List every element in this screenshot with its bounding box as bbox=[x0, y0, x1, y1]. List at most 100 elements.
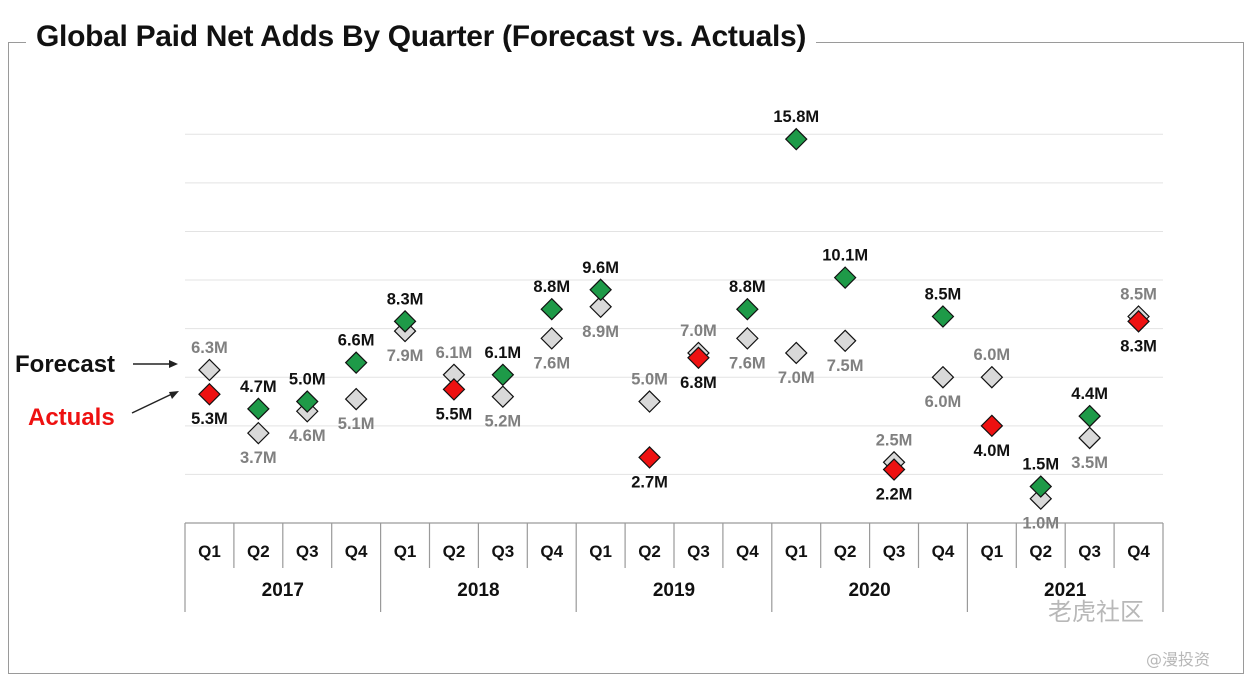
forecast-marker bbox=[491, 385, 515, 409]
quarter-tick-label: Q4 bbox=[540, 542, 563, 561]
actual-data-label: 4.7M bbox=[240, 378, 277, 396]
actual-data-label: 6.8M bbox=[680, 374, 717, 392]
quarter-tick-label: Q3 bbox=[687, 542, 710, 561]
actual-data-label: 2.2M bbox=[876, 486, 913, 504]
quarter-tick-label: Q2 bbox=[834, 542, 857, 561]
actual-marker bbox=[1127, 310, 1150, 333]
forecast-data-label: 7.6M bbox=[729, 354, 766, 372]
forecast-data-label: 6.1M bbox=[436, 344, 473, 362]
forecast-data-label: 7.5M bbox=[827, 357, 864, 375]
year-tick-label: 2020 bbox=[848, 580, 890, 601]
forecast-data-label: 7.6M bbox=[533, 354, 570, 372]
actual-data-label: 8.3M bbox=[387, 290, 424, 308]
quarter-tick-label: Q4 bbox=[736, 542, 759, 561]
quarter-tick-label: Q4 bbox=[345, 542, 368, 561]
legend-actuals-arrowhead bbox=[169, 391, 179, 399]
quarter-tick-label: Q1 bbox=[981, 542, 1004, 561]
year-tick-label: 2017 bbox=[262, 580, 304, 601]
actual-data-label: 2.7M bbox=[631, 473, 668, 491]
forecast-data-label: 7.0M bbox=[778, 369, 815, 387]
forecast-data-label: 3.7M bbox=[240, 449, 277, 467]
forecast-data-label: 6.0M bbox=[974, 346, 1011, 364]
actual-data-label: 5.5M bbox=[436, 405, 473, 423]
forecast-marker bbox=[540, 327, 564, 350]
actual-marker bbox=[1078, 404, 1101, 428]
actual-data-label: 6.6M bbox=[338, 332, 375, 350]
actual-marker bbox=[1029, 475, 1053, 498]
forecast-data-label: 3.5M bbox=[1071, 454, 1108, 472]
actual-data-label: 1.5M bbox=[1022, 456, 1059, 474]
forecast-marker bbox=[1078, 426, 1101, 450]
quarter-tick-label: Q1 bbox=[394, 542, 417, 561]
forecast-data-label: 6.3M bbox=[191, 339, 228, 357]
forecast-data-label: 5.2M bbox=[485, 413, 522, 431]
forecast-data-label: 1.0M bbox=[1022, 515, 1059, 533]
actual-marker bbox=[687, 346, 710, 370]
actual-marker bbox=[198, 382, 221, 406]
actual-data-label: 4.4M bbox=[1071, 385, 1108, 403]
chart-title: Global Paid Net Adds By Quarter (Forecas… bbox=[26, 20, 817, 54]
quarter-tick-label: Q4 bbox=[1127, 542, 1150, 561]
forecast-marker bbox=[638, 390, 661, 413]
actual-marker bbox=[833, 266, 857, 289]
quarter-tick-label: Q4 bbox=[932, 542, 955, 561]
forecast-data-label: 7.0M bbox=[680, 322, 717, 340]
actual-marker bbox=[393, 310, 417, 333]
year-tick-label: 2018 bbox=[457, 580, 499, 601]
actual-data-label: 6.1M bbox=[485, 344, 522, 362]
legend: Forecast Actuals bbox=[15, 351, 179, 431]
actual-data-label: 15.8M bbox=[773, 108, 819, 126]
legend-forecast-label: Forecast bbox=[15, 351, 115, 378]
forecast-marker bbox=[736, 327, 759, 350]
actual-marker bbox=[491, 363, 515, 387]
forecast-data-label: 8.9M bbox=[582, 323, 619, 341]
forecast-data-label: 4.6M bbox=[289, 427, 326, 445]
actual-data-label: 8.3M bbox=[1120, 337, 1157, 355]
legend-actuals-label: Actuals bbox=[28, 404, 115, 431]
actual-data-label: 8.8M bbox=[533, 278, 570, 296]
quarter-tick-label: Q3 bbox=[883, 542, 906, 561]
watermark-handle: @漫投资 bbox=[1146, 650, 1211, 669]
year-tick-label: 2019 bbox=[653, 580, 695, 601]
actual-marker bbox=[540, 297, 564, 321]
quarter-tick-label: Q3 bbox=[1078, 542, 1101, 561]
forecast-marker bbox=[980, 365, 1004, 389]
actual-marker bbox=[247, 397, 270, 421]
forecast-marker bbox=[833, 329, 857, 353]
forecast-marker bbox=[198, 358, 221, 382]
data-marks: 6.3M 5.3M 3.7M 4.7M 4.6M 5.0M 5.1M 6.6M 7.9M 8.3M… bbox=[191, 108, 1157, 533]
actual-marker bbox=[344, 351, 368, 375]
actual-marker bbox=[736, 297, 759, 321]
forecast-marker bbox=[344, 387, 368, 411]
actual-marker bbox=[882, 458, 906, 481]
actual-marker bbox=[980, 414, 1004, 438]
actual-marker bbox=[442, 378, 466, 401]
forecast-marker bbox=[931, 365, 955, 389]
quarter-tick-label: Q2 bbox=[247, 542, 270, 561]
quarter-tick-label: Q1 bbox=[589, 542, 612, 561]
actual-marker bbox=[931, 305, 955, 328]
actual-marker bbox=[784, 127, 808, 151]
actual-data-label: 8.5M bbox=[925, 286, 962, 304]
quarter-tick-label: Q3 bbox=[296, 542, 319, 561]
gridlines bbox=[185, 133, 1163, 475]
actual-marker bbox=[295, 390, 319, 413]
quarter-tick-label: Q2 bbox=[443, 542, 466, 561]
actual-data-label: 10.1M bbox=[822, 247, 868, 265]
watermark-brand: 老虎社区 bbox=[1048, 598, 1144, 626]
quarter-tick-label: Q1 bbox=[198, 542, 221, 561]
quarter-tick-label: Q2 bbox=[1029, 542, 1052, 561]
category-axis: Q1 Q2 Q3 Q4 Q1 Q2 Q3 Q4 Q1 Q2 Q3 Q4 Q1 Q2 Q3 Q4 Q1 Q2 Q3 Q4… bbox=[184, 522, 1164, 612]
forecast-data-label: 7.9M bbox=[387, 347, 424, 365]
actual-data-label: 9.6M bbox=[582, 259, 619, 277]
forecast-data-label: 2.5M bbox=[876, 431, 913, 449]
actual-data-label: 5.0M bbox=[289, 371, 326, 389]
actual-data-label: 5.3M bbox=[191, 410, 228, 428]
legend-actuals-arrow bbox=[131, 392, 175, 414]
forecast-marker bbox=[247, 421, 270, 445]
actual-data-label: 4.0M bbox=[974, 442, 1011, 460]
quarter-tick-label: Q3 bbox=[492, 542, 515, 561]
quarter-tick-label: Q2 bbox=[638, 542, 661, 561]
year-tick-label: 2021 bbox=[1044, 580, 1087, 601]
